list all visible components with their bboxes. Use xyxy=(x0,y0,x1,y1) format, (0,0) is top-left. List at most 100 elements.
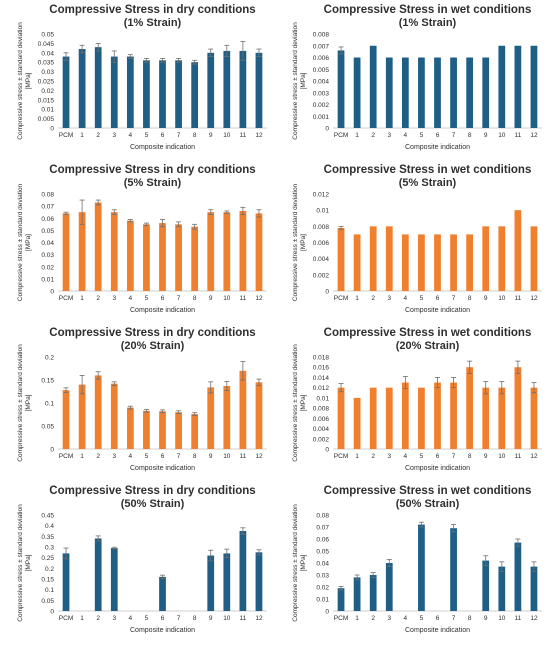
bar-5 xyxy=(143,224,150,291)
x-tick-label: 9 xyxy=(484,615,488,622)
y-tick-label: 0.08 xyxy=(316,513,329,520)
chart-panel-7: Compressive Stress in dry conditions (50%… xyxy=(0,481,275,643)
x-tick-label: 11 xyxy=(515,615,522,622)
y-tick-label: 0 xyxy=(50,447,54,454)
y-tick-label: 0.3 xyxy=(45,545,54,552)
error-bar-6 xyxy=(435,377,440,389)
x-tick-label: 7 xyxy=(452,453,456,460)
chart-subtitle: (50% Strain) xyxy=(121,498,185,510)
y-tick-label: 0.01 xyxy=(316,395,329,402)
bar-9 xyxy=(482,57,490,128)
y-tick-label: 0.06 xyxy=(316,537,329,544)
x-tick-label: 1 xyxy=(80,453,84,460)
error-bar-PCM xyxy=(63,547,69,560)
chart-panel-1: Compressive Stress in dry conditions (1% … xyxy=(0,0,275,160)
bar-2 xyxy=(369,45,377,128)
y-tick-label: 0.002 xyxy=(313,102,330,109)
chart-svg-7: Compressive Stress in dry conditions(50%… xyxy=(17,485,267,634)
bar-PCM xyxy=(62,213,70,291)
error-bar-2 xyxy=(95,535,101,542)
x-tick-label: 1 xyxy=(80,295,84,302)
x-tick-label: 7 xyxy=(452,295,456,302)
x-tick-label: 7 xyxy=(177,453,181,460)
y-axis-label: Compressive stress ± standard deviation[… xyxy=(17,344,32,462)
bar-2 xyxy=(369,575,377,611)
x-tick-label: 4 xyxy=(404,295,408,302)
y-tick-label: 0.006 xyxy=(313,240,330,247)
y-tick-label: 0.006 xyxy=(313,416,330,423)
bar-12 xyxy=(255,382,263,449)
error-bar-6 xyxy=(160,219,165,228)
bar-6 xyxy=(434,57,441,128)
x-tick-label: 5 xyxy=(420,453,424,460)
bar-9 xyxy=(207,555,215,611)
x-tick-label: 9 xyxy=(209,295,213,302)
error-bar-9 xyxy=(208,549,214,562)
error-bar-PCM xyxy=(63,387,69,393)
chart-panel-4: Compressive Stress in wet conditions (5% … xyxy=(275,160,550,323)
y-tick-label: 0.2 xyxy=(45,355,54,362)
bar-9 xyxy=(207,387,215,449)
y-tick-label: 0.04 xyxy=(41,50,54,57)
bar-7 xyxy=(450,234,457,291)
y-tick-label: 0 xyxy=(325,609,329,616)
x-tick-label: 8 xyxy=(468,132,472,139)
error-bar-3 xyxy=(111,381,117,386)
error-bar-5 xyxy=(418,521,424,528)
chart-panel-3: Compressive Stress in dry conditions (5% … xyxy=(0,160,275,323)
x-tick-label: PCM xyxy=(334,132,348,139)
x-tick-label: 11 xyxy=(515,295,522,302)
x-tick-label: 8 xyxy=(468,615,472,622)
x-tick-label: 3 xyxy=(387,132,391,139)
bar-8 xyxy=(191,414,199,449)
y-tick-label: 0.04 xyxy=(41,240,54,247)
x-tick-label: 3 xyxy=(112,453,116,460)
y-tick-label: 0.03 xyxy=(41,252,54,259)
error-bar-3 xyxy=(111,50,117,63)
y-tick-label: 0.012 xyxy=(313,385,330,392)
x-tick-label: 10 xyxy=(498,615,506,622)
chart-title: Compressive Stress in wet conditions xyxy=(324,164,532,176)
y-tick-label: 0.012 xyxy=(313,192,330,199)
error-bar-7 xyxy=(451,524,457,533)
bar-11 xyxy=(239,50,247,128)
bar-1 xyxy=(353,57,361,128)
x-tick-label: 5 xyxy=(420,615,424,622)
x-tick-label: 6 xyxy=(436,615,440,622)
chart-title: Compressive Stress in wet conditions xyxy=(324,327,532,339)
bar-12 xyxy=(530,566,538,611)
chart-svg-3: Compressive Stress in dry conditions(5% … xyxy=(17,164,267,314)
bar-6 xyxy=(434,234,441,291)
y-tick-label: 0.02 xyxy=(41,264,54,271)
error-bar-1 xyxy=(79,199,85,225)
y-tick-label: 0.002 xyxy=(313,436,330,443)
bar-9 xyxy=(482,226,490,291)
bar-6 xyxy=(159,223,166,291)
error-bar-3 xyxy=(111,209,117,216)
chart-panel-8: Compressive Stress in wet conditions (50%… xyxy=(275,481,550,643)
x-tick-label: 9 xyxy=(209,615,213,622)
bar-11 xyxy=(514,367,522,449)
y-tick-label: 0.004 xyxy=(313,79,330,86)
x-tick-label: 9 xyxy=(484,295,488,302)
y-tick-label: 0.004 xyxy=(313,256,330,263)
x-tick-label: 8 xyxy=(193,295,197,302)
y-tick-label: 0.02 xyxy=(41,88,54,95)
error-bar-3 xyxy=(386,559,392,567)
x-tick-label: PCM xyxy=(59,295,73,302)
x-tick-label: PCM xyxy=(334,615,348,622)
y-tick-label: 0.15 xyxy=(41,577,54,584)
bar-10 xyxy=(223,553,231,611)
chart-subtitle: (5% Strain) xyxy=(124,177,182,189)
bar-PCM xyxy=(337,227,345,291)
y-tick-label: 0.05 xyxy=(41,32,54,39)
y-tick-label: 0.008 xyxy=(313,224,330,231)
bar-1 xyxy=(353,234,361,291)
y-tick-label: 0.05 xyxy=(316,549,329,556)
x-tick-label: PCM xyxy=(334,453,348,460)
x-tick-label: 5 xyxy=(420,132,424,139)
y-tick-label: 0.035 xyxy=(38,60,55,67)
bar-5 xyxy=(143,410,150,449)
bar-10 xyxy=(498,566,506,611)
